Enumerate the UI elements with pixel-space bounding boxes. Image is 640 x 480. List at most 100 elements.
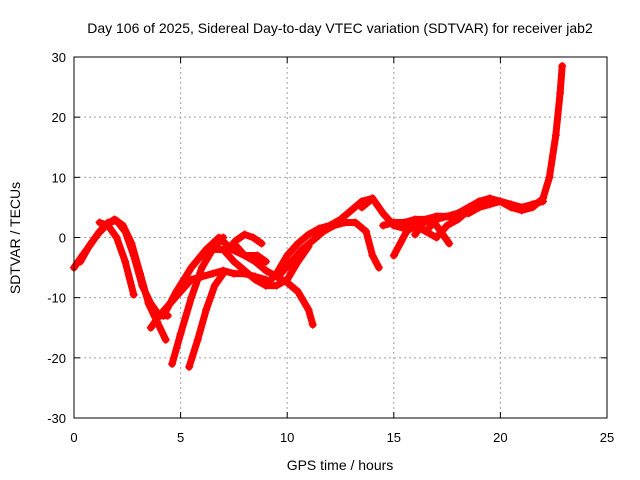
data-point	[419, 218, 428, 227]
data-point	[93, 230, 102, 239]
series-arc-16	[400, 62, 567, 236]
data-point	[208, 245, 217, 254]
series-line	[401, 62, 566, 235]
data-point	[76, 257, 85, 266]
data-point	[340, 218, 349, 227]
x-axis-label: GPS time / hours	[287, 457, 394, 473]
data-point	[475, 203, 484, 212]
data-point	[84, 242, 93, 251]
data-point	[240, 251, 249, 260]
data-point	[95, 218, 104, 227]
data-point	[110, 215, 119, 224]
data-point	[229, 269, 238, 278]
data-point	[347, 206, 356, 215]
data-point	[136, 269, 145, 278]
data-point	[168, 359, 177, 368]
data-point	[187, 263, 196, 272]
data-point	[129, 290, 138, 299]
data-point	[389, 218, 398, 227]
y-tick-label: -20	[47, 351, 66, 366]
data-point	[362, 227, 371, 236]
data-point	[539, 194, 548, 203]
data-point	[172, 287, 181, 296]
data-point	[443, 212, 452, 221]
series-arc-1	[70, 216, 172, 320]
data-point	[298, 245, 307, 254]
data-point	[202, 305, 211, 314]
data-point	[119, 221, 128, 230]
data-point	[351, 218, 360, 227]
data-point	[197, 272, 206, 281]
data-point	[389, 251, 398, 260]
data-point	[400, 218, 409, 227]
data-point	[545, 173, 554, 182]
data-point	[293, 239, 302, 248]
data-point	[445, 239, 454, 248]
data-point	[251, 257, 260, 266]
data-point	[374, 263, 383, 272]
data-point	[411, 230, 420, 239]
data-point	[293, 287, 302, 296]
x-tick-label: 20	[493, 430, 507, 445]
data-point	[208, 269, 217, 278]
data-point	[287, 257, 296, 266]
data-point	[528, 203, 537, 212]
data-point	[187, 275, 196, 284]
data-point	[402, 227, 411, 236]
y-tick-label: -30	[47, 411, 66, 426]
data-point	[357, 203, 366, 212]
y-axis-label: SDTVAR / TECUs	[7, 182, 23, 294]
series-arc-10	[223, 230, 266, 254]
data-point	[558, 62, 567, 71]
data-point	[214, 233, 223, 242]
data-point	[121, 257, 130, 266]
data-point	[276, 269, 285, 278]
data-point	[261, 257, 270, 266]
data-point	[240, 230, 249, 239]
data-point	[396, 239, 405, 248]
data-point	[436, 227, 445, 236]
data-point	[428, 215, 437, 224]
data-point	[257, 239, 266, 248]
y-tick-label: -10	[47, 291, 66, 306]
data-point	[261, 266, 270, 275]
data-point	[283, 251, 292, 260]
data-point	[161, 335, 170, 344]
series-arc-2	[76, 215, 170, 344]
data-point	[308, 320, 317, 329]
data-point	[283, 278, 292, 287]
data-point	[127, 239, 136, 248]
series-arc-17	[411, 215, 454, 248]
data-point	[261, 281, 270, 290]
data-point	[251, 275, 260, 284]
series-arc-12	[276, 218, 383, 278]
y-tick-label: 10	[52, 170, 66, 185]
data-point	[272, 281, 281, 290]
data-point	[112, 233, 121, 242]
data-point	[330, 221, 339, 230]
data-point	[197, 263, 206, 272]
series-arc-5	[185, 269, 228, 371]
data-point	[443, 221, 452, 230]
x-tick-label: 25	[600, 430, 614, 445]
data-point	[551, 131, 560, 140]
x-tick-label: 0	[70, 430, 77, 445]
plot-frame	[73, 56, 608, 419]
data-point	[240, 266, 249, 275]
data-point	[556, 89, 565, 98]
data-point	[368, 251, 377, 260]
data-point	[193, 335, 202, 344]
data-point	[229, 257, 238, 266]
series-line	[209, 243, 312, 290]
x-tick-label: 10	[280, 430, 294, 445]
data-point	[104, 221, 113, 230]
data-point	[319, 227, 328, 236]
data-point	[485, 200, 494, 209]
data-point	[507, 203, 516, 212]
data-point	[496, 197, 505, 206]
y-tick-label: 20	[52, 110, 66, 125]
data-point	[223, 245, 232, 254]
data-point	[159, 311, 168, 320]
series-arc-3	[95, 218, 138, 299]
y-tick-label: 0	[59, 231, 66, 246]
